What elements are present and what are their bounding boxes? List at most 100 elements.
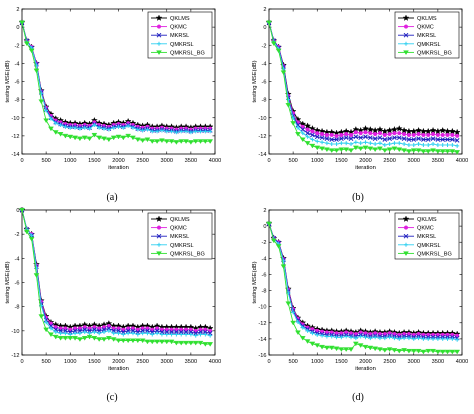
data-point-legend	[402, 215, 410, 222]
data-point-30	[410, 348, 417, 354]
data-point-36	[192, 340, 199, 346]
data-point-13	[329, 142, 334, 147]
data-point-20	[115, 338, 122, 344]
data-point-16	[96, 328, 102, 334]
data-point-18	[353, 130, 358, 135]
x-tick-label: 4000	[456, 158, 468, 164]
data-point-23	[130, 125, 135, 130]
data-point-8	[57, 132, 64, 137]
y-tick-label: -8	[15, 305, 20, 311]
data-point-38	[449, 349, 456, 355]
data-point-2	[28, 236, 35, 242]
panel-caption: (c)	[106, 392, 117, 403]
data-point-36	[439, 126, 447, 134]
data-point-16	[343, 347, 350, 352]
data-point-37	[198, 329, 203, 335]
data-point-23	[377, 131, 383, 136]
data-point-legend	[403, 225, 409, 230]
data-point-39	[208, 129, 213, 134]
data-point-27	[396, 147, 403, 153]
data-point-10	[314, 343, 321, 348]
data-point-13	[82, 125, 87, 130]
data-point-30	[164, 332, 169, 337]
data-point-27	[149, 139, 156, 144]
data-point-29	[159, 339, 165, 345]
data-point-legend	[403, 50, 409, 55]
y-tick-label: 0	[16, 208, 19, 214]
y-tick-label: -12	[258, 321, 266, 327]
legend-label: MKRSL	[417, 234, 436, 240]
data-point-22	[372, 346, 379, 352]
data-point-19	[358, 141, 363, 146]
data-point-11	[319, 344, 325, 350]
data-point-29	[159, 128, 164, 133]
data-point-33	[178, 340, 185, 346]
data-point-28	[402, 336, 407, 341]
data-point-13	[82, 327, 88, 332]
data-point-12	[324, 334, 329, 339]
x-tick-label: 2500	[383, 158, 395, 164]
data-point-29	[406, 132, 411, 138]
data-point-legend	[157, 242, 161, 247]
y-tick-label: -10	[258, 116, 266, 122]
data-point-39	[455, 337, 460, 342]
data-point-13	[329, 334, 334, 339]
data-point-22	[372, 147, 379, 153]
data-point-33	[179, 129, 184, 134]
x-tick-label: 1000	[311, 359, 323, 365]
data-point-23	[130, 331, 135, 336]
data-point-9	[63, 124, 68, 129]
data-point-18	[106, 127, 111, 132]
data-point-33	[425, 149, 432, 154]
data-point-4	[38, 314, 45, 319]
data-point-22	[125, 338, 132, 344]
data-point-29	[159, 332, 164, 337]
data-point-6	[295, 319, 300, 324]
data-point-17	[349, 142, 354, 147]
y-tick-label: -10	[258, 305, 266, 311]
data-point-33	[426, 132, 431, 138]
data-point-34	[430, 136, 436, 141]
data-point-36	[440, 137, 446, 142]
data-point-29	[159, 329, 165, 335]
data-point-28	[402, 132, 407, 137]
data-point-31	[169, 329, 174, 335]
data-point-6	[295, 132, 301, 137]
data-point-20	[116, 328, 121, 334]
y-tick-label: -14	[11, 152, 19, 158]
data-point-12	[324, 132, 329, 138]
data-point-17	[102, 330, 107, 335]
legend-entry: QKMC	[151, 24, 187, 31]
series-line	[268, 22, 458, 141]
data-point-legend	[403, 24, 409, 29]
data-point-5	[44, 108, 49, 113]
panel-caption: (d)	[352, 392, 364, 403]
data-point-34	[431, 132, 436, 137]
data-point-21	[368, 141, 373, 146]
data-point-35	[435, 336, 440, 341]
data-point-11	[72, 328, 78, 334]
data-point-19	[358, 135, 364, 141]
data-point-9	[63, 331, 68, 336]
data-point-31	[416, 336, 421, 341]
data-point-15	[339, 141, 344, 146]
data-point-11	[72, 135, 78, 141]
data-point-15	[91, 132, 98, 138]
data-point-30	[164, 129, 169, 134]
data-point-35	[435, 349, 441, 355]
data-point-7	[300, 124, 305, 129]
legend-label: QKLMS	[417, 217, 437, 223]
legend-entry: QKLMS	[398, 14, 437, 22]
data-point-38	[449, 137, 455, 142]
data-point-legend	[156, 251, 162, 256]
legend-label: QKLMS	[170, 16, 190, 22]
series-line	[21, 209, 211, 345]
data-point-legend	[403, 32, 409, 38]
data-point-35	[188, 332, 193, 337]
data-point-33	[178, 329, 184, 335]
data-point-21	[120, 329, 126, 335]
data-point-17	[349, 335, 354, 340]
data-point-25	[387, 136, 392, 141]
series-qmkrsl	[267, 221, 460, 342]
x-tick-label: 4000	[209, 359, 221, 365]
